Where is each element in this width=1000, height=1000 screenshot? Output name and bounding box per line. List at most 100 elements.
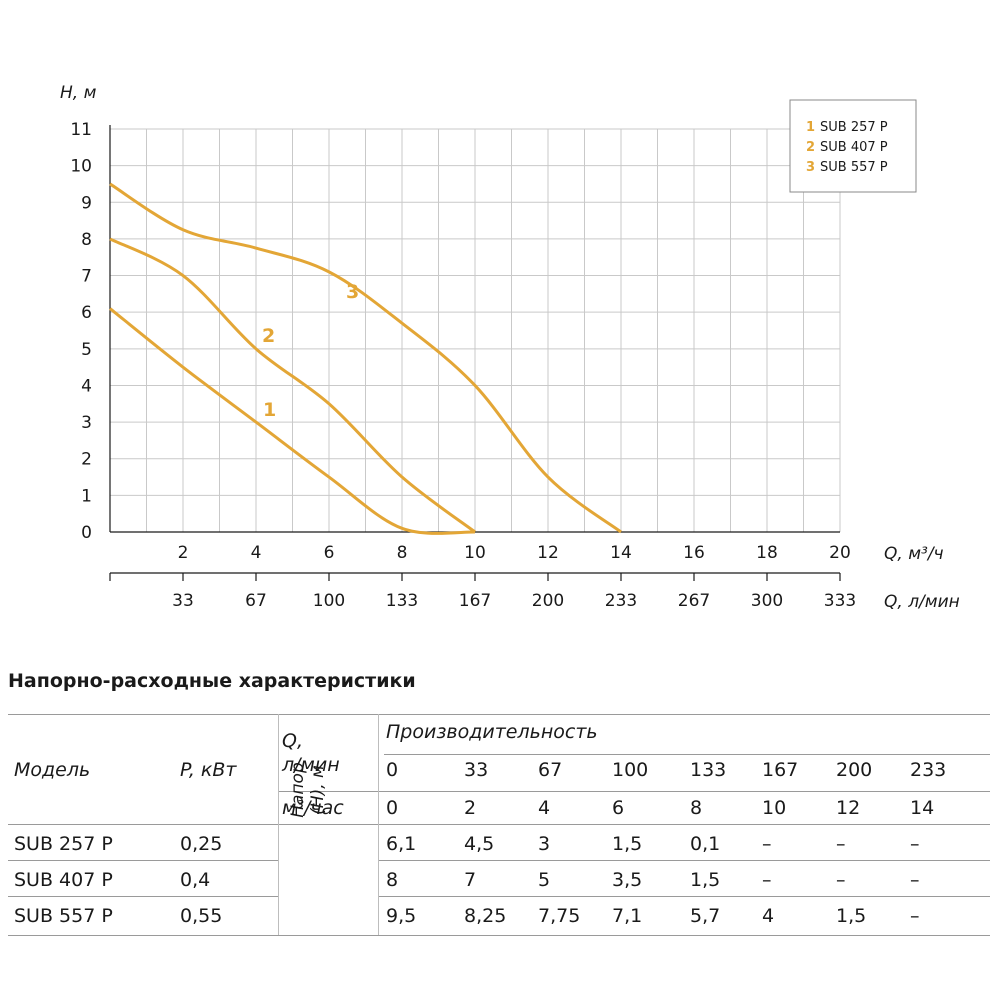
y-tick-label: 1 [81,486,92,506]
curve-label-2: 2 [262,325,275,347]
flow-m3-cell: 6 [612,797,625,819]
flow-m3-cell: 14 [910,797,935,819]
x-tick-label: 2 [178,543,189,563]
x2-tick-label: 133 [386,591,418,611]
flow-lmin-cell: 133 [690,759,727,781]
x2-tick-label: 33 [172,591,194,611]
header-q-units: л/мин [282,754,340,776]
row-head-value: 0,1 [690,833,721,855]
curve-series-1 [109,307,476,535]
x2-axis-title: Q, л/мин [884,592,960,612]
row-model: SUB 407 P [14,869,113,891]
x-tick-label: 18 [756,543,778,563]
table-divider-1 [278,714,279,935]
flow-m3-cell: 10 [762,797,787,819]
header-head-line2: (Н), м [308,765,328,815]
row-head-value: – [910,905,920,927]
header-head-line1: Напор [288,762,308,818]
row-head-value: 3,5 [612,869,643,891]
row-model: SUB 257 P [14,833,113,855]
row-head-value: 7 [464,869,477,891]
flow-lmin-cell: 33 [464,759,489,781]
legend-entry-2: SUB 407 P [820,140,888,155]
x2-tick-label: 67 [245,591,267,611]
row-power: 0,25 [180,833,223,855]
table-rule-row1-right [378,860,990,861]
row-head-value: 4,5 [464,833,495,855]
curve-series-2 [109,237,476,534]
table-rule-capacity [384,754,990,755]
header-m3: м³/час [282,797,344,819]
flow-m3-cell: 2 [464,797,477,819]
table-rule-bottom [8,935,990,936]
flow-m3-cell: 4 [538,797,551,819]
row-head-value: 1,5 [836,905,867,927]
y-tick-label: 0 [81,523,92,543]
row-head-value: 4 [762,905,775,927]
flow-lmin-cell: 233 [910,759,947,781]
table-rule-top [8,714,990,715]
legend-entry-3: SUB 557 P [820,160,888,175]
legend: 1 SUB 257 P 2 SUB 407 P 3 SUB 557 P [789,99,917,193]
row-head-value: – [910,869,920,891]
y-tick-label: 9 [81,193,92,213]
y-tick-label: 5 [81,340,92,360]
x2-tick-label: 300 [751,591,783,611]
row-head-value: 7,1 [612,905,643,927]
y-axis-title: Н, м [60,83,97,103]
x2-tick-label: 167 [459,591,491,611]
x-tick-label: 10 [464,543,486,563]
curve-label-3: 3 [346,281,359,303]
curve-series-3 [109,182,622,534]
table-rule-row2-right [378,896,990,897]
table-rule-row2-left [8,896,278,897]
table-rule-row1-left [8,860,278,861]
row-head-value: 6,1 [386,833,417,855]
flow-lmin-cell: 167 [762,759,799,781]
row-head-value: 8 [386,869,399,891]
y-tick-label: 4 [81,376,92,396]
row-power: 0,4 [180,869,211,891]
legend-num-2: 2 [806,140,815,155]
row-model: SUB 557 P [14,905,113,927]
x2-tick-label: 333 [824,591,856,611]
row-head-value: 5 [538,869,551,891]
x-tick-label: 20 [829,543,851,563]
performance-table: Модель P, кВт Q, л/мин м³/час Производит… [8,714,990,938]
x-tick-label: 16 [683,543,705,563]
x2-tick-label: 200 [532,591,564,611]
flow-lmin-cell: 100 [612,759,649,781]
x2-tick-label: 100 [313,591,345,611]
legend-box [789,99,917,193]
flow-m3-cell: 0 [386,797,399,819]
chart-curves [109,182,622,535]
row-head-value: 5,7 [690,905,721,927]
header-model: Модель [14,759,91,781]
row-head-value: 8,25 [464,905,507,927]
table-rule-units [278,791,990,792]
table-title: Напорно-расходные характеристики [8,670,416,692]
y-tick-label: 2 [81,450,92,470]
legend-num-3: 3 [806,160,815,175]
flow-lmin-cell: 0 [386,759,399,781]
legend-num-1: 1 [806,120,815,135]
row-power: 0,55 [180,905,223,927]
flow-lmin-cell: 67 [538,759,563,781]
row-head-value: – [762,869,772,891]
flow-m3-cell: 12 [836,797,861,819]
x-tick-label: 14 [610,543,632,563]
header-q: Q, [282,730,303,752]
y-tick-label: 7 [81,267,92,287]
y-tick-label: 10 [70,157,92,177]
table-rule-header [8,824,990,825]
header-power: P, кВт [180,759,237,781]
row-head-value: – [910,833,920,855]
row-head-value: 7,75 [538,905,581,927]
x-tick-label: 8 [397,543,408,563]
y-tick-label: 11 [70,120,92,140]
x-tick-label: 4 [251,543,262,563]
flow-m3-cell: 8 [690,797,703,819]
row-head-value: 3 [538,833,551,855]
